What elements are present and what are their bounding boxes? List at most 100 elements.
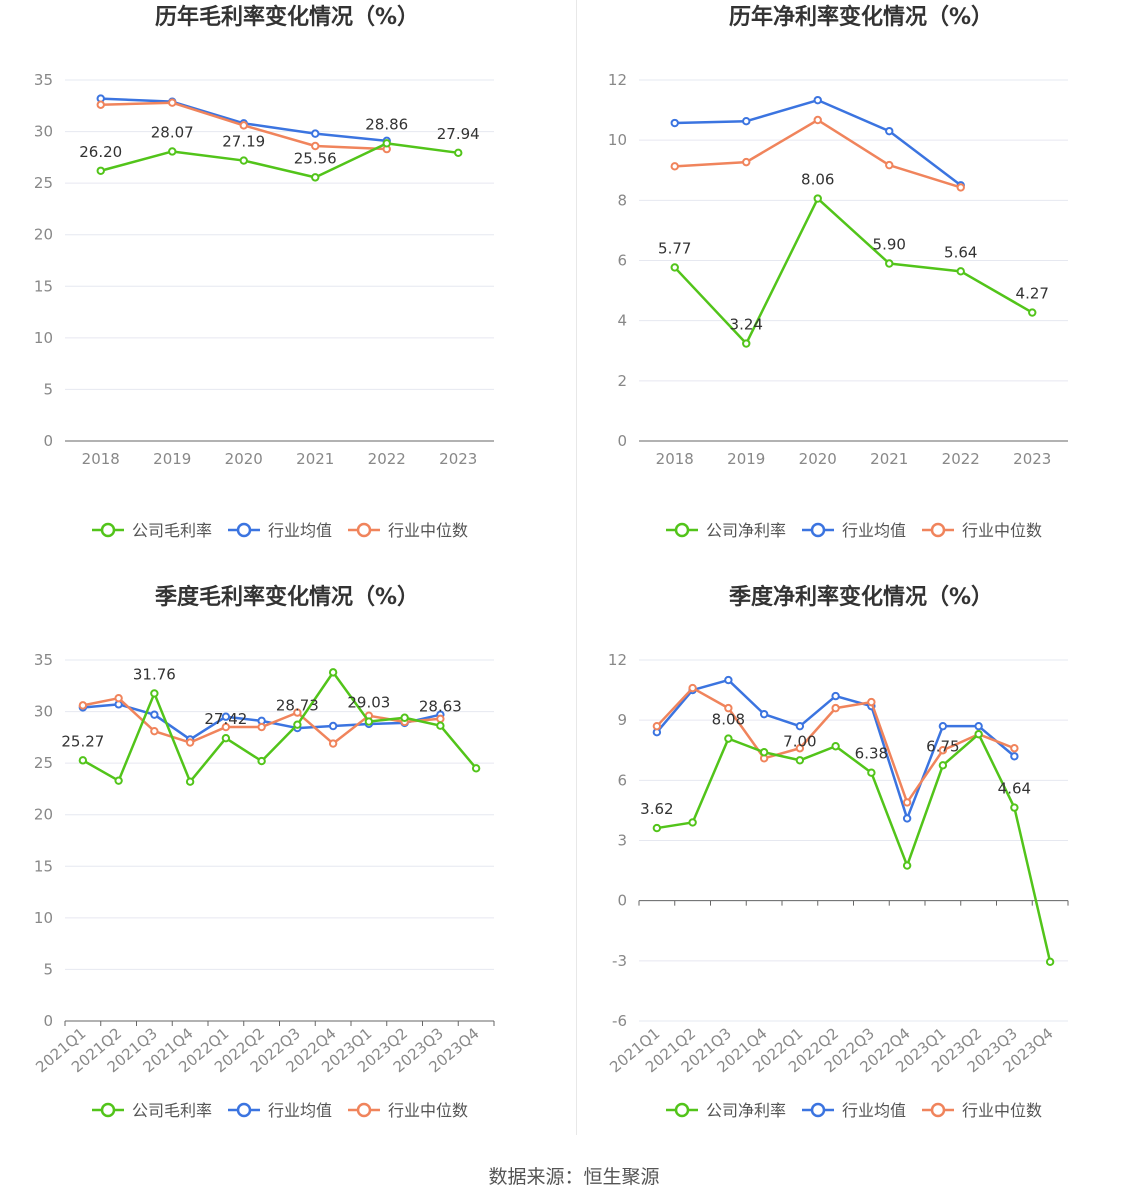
y-tick-label: 5	[43, 380, 53, 398]
point-industry-avg	[885, 126, 894, 136]
y-tick-label: 35	[34, 651, 53, 669]
data-label: 28.07	[151, 123, 194, 141]
point-company	[795, 756, 805, 765]
point-industry-median	[436, 714, 445, 723]
point-industry-avg	[902, 814, 912, 823]
point-company	[185, 777, 195, 786]
point-company	[813, 194, 822, 203]
legend-label-industry-median: 行业中位数	[388, 521, 468, 540]
y-tick-label: -3	[612, 952, 627, 970]
legend-label-industry-median: 行业中位数	[962, 521, 1042, 540]
point-industry-avg	[759, 709, 769, 719]
x-tick-label: 2023	[439, 450, 477, 468]
point-industry-median	[652, 721, 662, 731]
data-label: 4.64	[998, 780, 1031, 798]
point-industry-avg	[328, 721, 338, 731]
chart-title: 季度毛利率变化情况（%）	[155, 584, 419, 610]
y-tick-label: 6	[617, 252, 627, 270]
data-label: 25.27	[61, 732, 104, 750]
chart-title: 历年净利率变化情况（%）	[729, 4, 993, 30]
point-industry-median	[742, 157, 751, 167]
legend-marker	[930, 522, 946, 538]
legend-marker	[930, 1102, 946, 1118]
y-tick-label: 0	[617, 892, 627, 910]
point-company	[436, 721, 445, 730]
point-industry-avg	[724, 675, 733, 685]
point-industry-median	[150, 726, 159, 736]
point-company	[364, 717, 374, 726]
point-company	[150, 689, 159, 698]
point-company	[311, 173, 320, 182]
legend-marker	[674, 1102, 690, 1118]
point-industry-avg	[974, 721, 983, 731]
point-industry-median	[813, 115, 822, 125]
x-tick-label: 2020	[799, 450, 837, 468]
point-industry-median	[114, 693, 123, 703]
legend-label-industry-median: 行业中位数	[962, 1101, 1042, 1120]
chart-annual-net-margin: 历年净利率变化情况（%） 0 2 4 6 8 10 12 2018 2019 2020 2021 202…	[574, 0, 1148, 575]
point-industry-median	[168, 98, 177, 107]
point-company	[1028, 308, 1037, 317]
point-industry-median	[293, 708, 302, 717]
point-industry-median	[867, 697, 876, 707]
point-company	[1010, 803, 1019, 812]
point-industry-median	[185, 738, 195, 747]
legend-label-industry-avg: 行业均值	[842, 521, 906, 540]
legend-label-industry-avg: 行业均值	[268, 521, 332, 540]
series-line-company	[100, 142, 459, 179]
quarterly-net-margin-svg: 季度净利率变化情况（%）-6-30369122021Q12021Q22021Q3…	[606, 584, 1069, 1120]
point-industry-avg	[150, 710, 159, 719]
data-label: 6.38	[855, 745, 888, 763]
legend-marker	[236, 522, 252, 538]
point-company	[78, 756, 88, 765]
x-tick-label: 2021	[870, 450, 908, 468]
point-industry-median	[96, 100, 105, 109]
y-tick-label: 25	[34, 174, 53, 192]
point-industry-median	[311, 141, 320, 151]
legend-marker	[810, 1102, 826, 1118]
y-tick-label: 25	[34, 754, 53, 772]
y-tick-label: 2	[617, 372, 627, 390]
y-tick-label: 20	[34, 806, 53, 824]
data-label: 3.24	[730, 316, 763, 334]
point-industry-median	[1010, 744, 1019, 753]
y-tick-label: 10	[608, 131, 627, 149]
point-industry-avg	[670, 118, 679, 128]
point-industry-avg	[813, 95, 822, 105]
y-tick-label: 0	[617, 432, 627, 450]
point-industry-median	[902, 798, 912, 807]
point-company	[114, 776, 123, 785]
legend-label-company: 公司毛利率	[132, 1101, 212, 1120]
chart-quarterly-net-margin: 季度净利率变化情况（%） -6 -3 0 3 6 9 12 2021Q1 2021Q2 2021Q3…	[574, 580, 1148, 1155]
point-industry-avg	[831, 691, 840, 701]
point-company	[974, 730, 983, 739]
annual-net-margin-svg: 历年净利率变化情况（%） 0 2 4 6 8 10 12 2018 2019 2020 2021 202…	[608, 4, 1068, 540]
data-label: 28.73	[276, 697, 319, 715]
point-company	[293, 720, 302, 729]
point-company	[759, 748, 769, 757]
point-industry-avg	[1010, 752, 1019, 761]
legend-label-company: 公司净利率	[706, 521, 786, 540]
y-tick-label: 8	[617, 191, 627, 209]
annual-gross-margin-svg: 历年毛利率变化情况（%） 0 5 10 15 20 25 30 35 2018 2019 2020 20…	[34, 4, 494, 540]
y-tick-label: 3	[617, 832, 627, 850]
legend-marker	[356, 1102, 372, 1118]
data-label: 25.56	[294, 149, 337, 167]
point-industry-median	[670, 162, 679, 171]
point-industry-median	[221, 722, 231, 732]
data-label: 28.63	[419, 698, 462, 716]
x-tick-label: 2018	[656, 450, 694, 468]
point-company	[956, 267, 965, 276]
legend-marker	[100, 522, 116, 538]
y-tick-label: 35	[34, 71, 53, 89]
legend-label-industry-avg: 行业均值	[268, 1101, 332, 1120]
data-label: 3.62	[640, 800, 673, 818]
data-label: 5.77	[658, 239, 691, 257]
data-label: 7.00	[783, 732, 816, 750]
point-industry-median	[328, 739, 338, 748]
y-tick-label: 9	[617, 711, 627, 729]
point-industry-median	[956, 183, 965, 192]
data-label: 27.94	[437, 125, 480, 143]
point-company	[221, 733, 231, 743]
point-company	[1045, 957, 1055, 967]
